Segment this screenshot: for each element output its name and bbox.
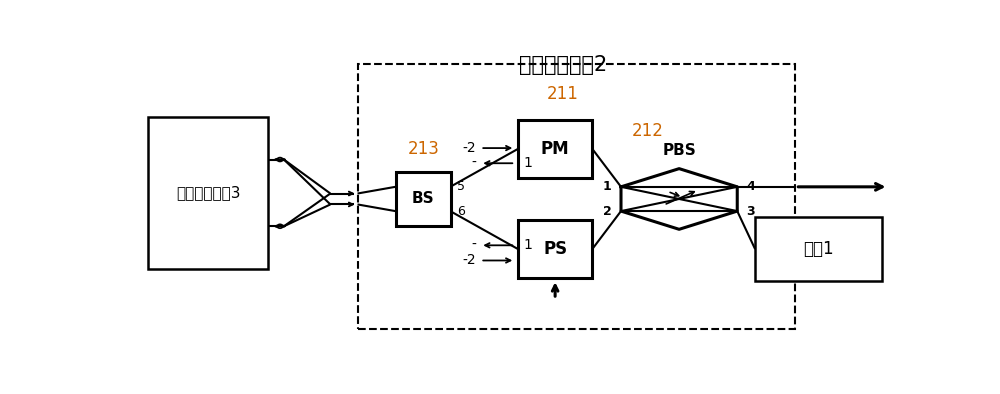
Text: 212: 212 [632, 122, 664, 140]
Text: -2: -2 [463, 253, 476, 268]
Text: 4: 4 [747, 180, 755, 193]
FancyBboxPatch shape [518, 120, 592, 178]
Text: 光路折返模块3: 光路折返模块3 [176, 186, 241, 201]
Text: PS: PS [543, 240, 567, 258]
FancyBboxPatch shape [518, 220, 592, 278]
Text: -: - [472, 156, 476, 170]
Text: -: - [472, 238, 476, 252]
Text: 光源1: 光源1 [803, 240, 834, 258]
Text: BS: BS [412, 191, 435, 206]
FancyBboxPatch shape [148, 117, 268, 269]
Text: 1: 1 [523, 238, 532, 252]
Text: 211: 211 [547, 85, 579, 103]
FancyBboxPatch shape [755, 217, 882, 281]
Text: PBS: PBS [662, 143, 696, 158]
Text: 相位调制模块2: 相位调制模块2 [519, 55, 607, 75]
Text: 213: 213 [407, 140, 439, 158]
Text: 2: 2 [603, 204, 612, 217]
FancyBboxPatch shape [396, 172, 450, 226]
Text: 1: 1 [523, 156, 532, 170]
Text: 3: 3 [747, 204, 755, 217]
Text: PM: PM [541, 140, 569, 158]
Text: 1: 1 [603, 180, 612, 193]
Text: 5: 5 [457, 180, 465, 193]
Text: -2: -2 [463, 141, 476, 155]
Text: 6: 6 [457, 205, 465, 218]
